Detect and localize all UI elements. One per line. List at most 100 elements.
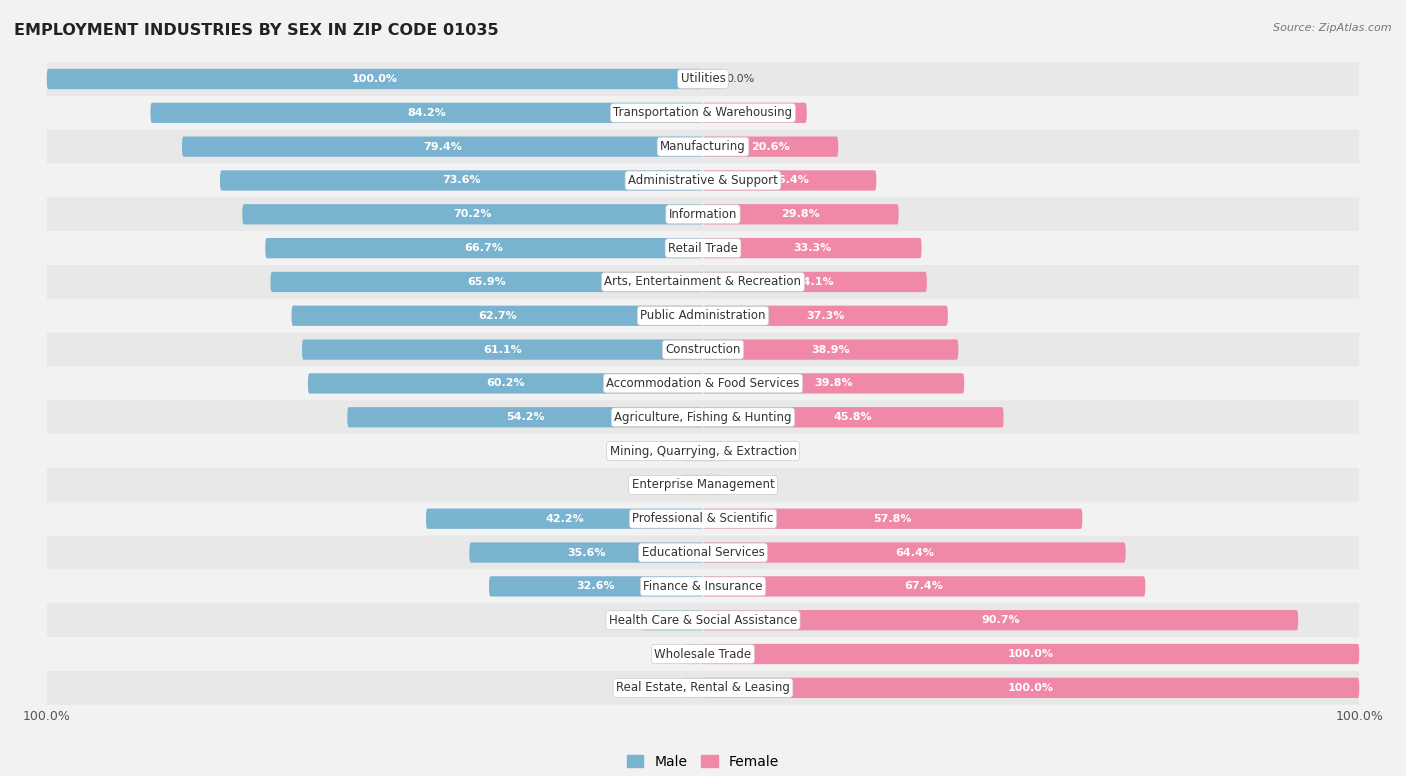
FancyBboxPatch shape bbox=[703, 407, 1004, 428]
Text: 0.0%: 0.0% bbox=[725, 446, 754, 456]
FancyBboxPatch shape bbox=[703, 238, 921, 258]
Text: Wholesale Trade: Wholesale Trade bbox=[654, 647, 752, 660]
FancyBboxPatch shape bbox=[683, 475, 703, 495]
FancyBboxPatch shape bbox=[703, 508, 1083, 529]
FancyBboxPatch shape bbox=[46, 197, 1360, 231]
FancyBboxPatch shape bbox=[703, 137, 838, 157]
FancyBboxPatch shape bbox=[270, 272, 703, 292]
FancyBboxPatch shape bbox=[46, 62, 1360, 96]
Text: 15.8%: 15.8% bbox=[735, 108, 775, 118]
FancyBboxPatch shape bbox=[46, 96, 1360, 130]
FancyBboxPatch shape bbox=[46, 164, 1360, 197]
FancyBboxPatch shape bbox=[46, 570, 1360, 603]
Text: Source: ZipAtlas.com: Source: ZipAtlas.com bbox=[1274, 23, 1392, 33]
FancyBboxPatch shape bbox=[683, 441, 703, 461]
FancyBboxPatch shape bbox=[683, 677, 703, 698]
Text: Administrative & Support: Administrative & Support bbox=[628, 174, 778, 187]
Text: 61.1%: 61.1% bbox=[484, 345, 522, 355]
FancyBboxPatch shape bbox=[683, 644, 703, 664]
Text: 57.8%: 57.8% bbox=[873, 514, 912, 524]
FancyBboxPatch shape bbox=[46, 637, 1360, 671]
Text: 26.4%: 26.4% bbox=[770, 175, 808, 185]
FancyBboxPatch shape bbox=[46, 434, 1360, 468]
FancyBboxPatch shape bbox=[308, 373, 703, 393]
Text: 29.8%: 29.8% bbox=[782, 210, 820, 220]
Text: Finance & Insurance: Finance & Insurance bbox=[644, 580, 762, 593]
FancyBboxPatch shape bbox=[46, 671, 1360, 705]
FancyBboxPatch shape bbox=[703, 610, 1298, 630]
FancyBboxPatch shape bbox=[703, 373, 965, 393]
FancyBboxPatch shape bbox=[46, 502, 1360, 535]
Text: 38.9%: 38.9% bbox=[811, 345, 851, 355]
FancyBboxPatch shape bbox=[150, 102, 703, 123]
Legend: Male, Female: Male, Female bbox=[621, 749, 785, 774]
FancyBboxPatch shape bbox=[46, 69, 703, 89]
Text: Construction: Construction bbox=[665, 343, 741, 356]
FancyBboxPatch shape bbox=[489, 577, 703, 597]
Text: 64.4%: 64.4% bbox=[894, 548, 934, 557]
FancyBboxPatch shape bbox=[242, 204, 703, 224]
FancyBboxPatch shape bbox=[219, 170, 703, 191]
FancyBboxPatch shape bbox=[46, 468, 1360, 502]
Text: Public Administration: Public Administration bbox=[640, 310, 766, 322]
FancyBboxPatch shape bbox=[46, 400, 1360, 434]
FancyBboxPatch shape bbox=[643, 610, 703, 630]
FancyBboxPatch shape bbox=[703, 170, 876, 191]
FancyBboxPatch shape bbox=[46, 603, 1360, 637]
Text: 100.0%: 100.0% bbox=[1008, 683, 1054, 693]
Text: 62.7%: 62.7% bbox=[478, 310, 516, 320]
Text: 100.0%: 100.0% bbox=[352, 74, 398, 84]
Text: 0.0%: 0.0% bbox=[652, 683, 681, 693]
Text: 33.3%: 33.3% bbox=[793, 243, 831, 253]
FancyBboxPatch shape bbox=[703, 644, 1360, 664]
Text: Mining, Quarrying, & Extraction: Mining, Quarrying, & Extraction bbox=[610, 445, 796, 458]
Text: 54.2%: 54.2% bbox=[506, 412, 544, 422]
Text: Enterprise Management: Enterprise Management bbox=[631, 478, 775, 491]
FancyBboxPatch shape bbox=[291, 306, 703, 326]
Text: Manufacturing: Manufacturing bbox=[661, 140, 745, 153]
Text: 0.0%: 0.0% bbox=[725, 74, 754, 84]
FancyBboxPatch shape bbox=[46, 299, 1360, 333]
FancyBboxPatch shape bbox=[703, 69, 723, 89]
Text: Real Estate, Rental & Leasing: Real Estate, Rental & Leasing bbox=[616, 681, 790, 695]
Text: 90.7%: 90.7% bbox=[981, 615, 1019, 625]
Text: 42.2%: 42.2% bbox=[546, 514, 583, 524]
FancyBboxPatch shape bbox=[46, 130, 1360, 164]
Text: 66.7%: 66.7% bbox=[465, 243, 503, 253]
Text: 20.6%: 20.6% bbox=[751, 142, 790, 151]
FancyBboxPatch shape bbox=[181, 137, 703, 157]
FancyBboxPatch shape bbox=[703, 677, 1360, 698]
FancyBboxPatch shape bbox=[703, 577, 1146, 597]
Text: Information: Information bbox=[669, 208, 737, 221]
Text: Health Care & Social Assistance: Health Care & Social Assistance bbox=[609, 614, 797, 627]
Text: 67.4%: 67.4% bbox=[904, 581, 943, 591]
FancyBboxPatch shape bbox=[302, 339, 703, 360]
Text: Arts, Entertainment & Recreation: Arts, Entertainment & Recreation bbox=[605, 275, 801, 289]
FancyBboxPatch shape bbox=[703, 204, 898, 224]
FancyBboxPatch shape bbox=[46, 535, 1360, 570]
Text: 45.8%: 45.8% bbox=[834, 412, 873, 422]
Text: 100.0%: 100.0% bbox=[1008, 649, 1054, 659]
FancyBboxPatch shape bbox=[703, 441, 723, 461]
Text: EMPLOYMENT INDUSTRIES BY SEX IN ZIP CODE 01035: EMPLOYMENT INDUSTRIES BY SEX IN ZIP CODE… bbox=[14, 23, 499, 38]
FancyBboxPatch shape bbox=[703, 339, 959, 360]
FancyBboxPatch shape bbox=[46, 265, 1360, 299]
FancyBboxPatch shape bbox=[266, 238, 703, 258]
Text: 100.0%: 100.0% bbox=[1336, 710, 1384, 723]
FancyBboxPatch shape bbox=[703, 542, 1126, 563]
Text: Accommodation & Food Services: Accommodation & Food Services bbox=[606, 377, 800, 390]
Text: 9.3%: 9.3% bbox=[610, 615, 638, 625]
Text: Utilities: Utilities bbox=[681, 72, 725, 85]
Text: Agriculture, Fishing & Hunting: Agriculture, Fishing & Hunting bbox=[614, 411, 792, 424]
Text: 60.2%: 60.2% bbox=[486, 379, 524, 389]
FancyBboxPatch shape bbox=[347, 407, 703, 428]
Text: Educational Services: Educational Services bbox=[641, 546, 765, 559]
Text: 35.6%: 35.6% bbox=[567, 548, 606, 557]
FancyBboxPatch shape bbox=[46, 366, 1360, 400]
Text: 32.6%: 32.6% bbox=[576, 581, 616, 591]
FancyBboxPatch shape bbox=[703, 102, 807, 123]
Text: 0.0%: 0.0% bbox=[652, 480, 681, 490]
Text: 0.0%: 0.0% bbox=[725, 480, 754, 490]
Text: 39.8%: 39.8% bbox=[814, 379, 853, 389]
Text: 0.0%: 0.0% bbox=[652, 649, 681, 659]
